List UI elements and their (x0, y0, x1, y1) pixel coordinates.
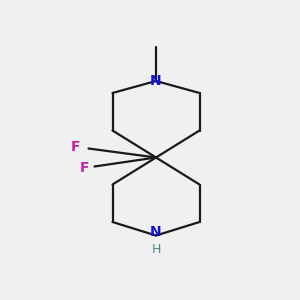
Text: N: N (150, 225, 162, 239)
Text: N: N (150, 74, 162, 88)
Text: H: H (151, 243, 161, 256)
Text: F: F (71, 140, 81, 154)
Text: F: F (80, 161, 90, 175)
